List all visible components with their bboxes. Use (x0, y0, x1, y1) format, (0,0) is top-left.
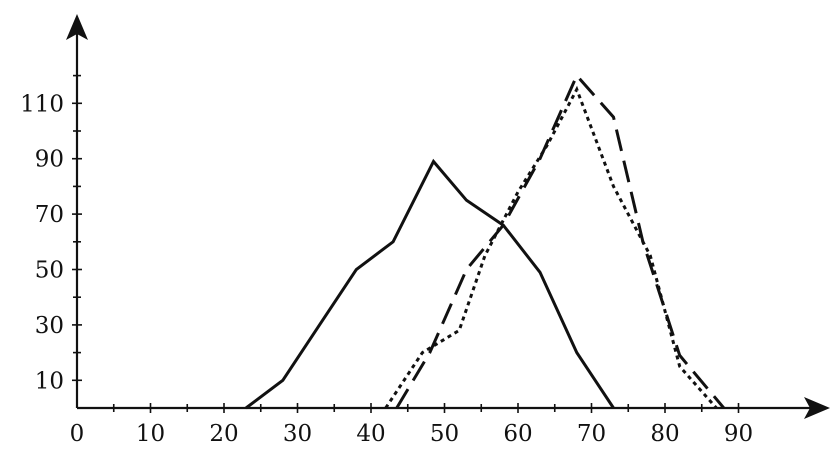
x-tick-label: 10 (136, 421, 165, 447)
tick-labels: 0 10 20 30 40 50 60 70 80 90 10 30 50 70 90 110 (20, 91, 753, 447)
series-line-dashed (395, 72, 725, 409)
y-axis-arrow (66, 14, 88, 40)
x-tick-label: 90 (724, 421, 753, 447)
y-tick-label: 70 (35, 202, 64, 228)
y-tick-label: 10 (35, 368, 64, 394)
y-tick-label: 90 (35, 147, 64, 173)
x-tick-label: 40 (356, 421, 385, 447)
x-tick-label: 80 (650, 421, 679, 447)
x-tick-label: 0 (70, 421, 85, 447)
series-layer (245, 72, 725, 410)
x-axis-arrow (804, 397, 830, 419)
x-tick-label: 30 (283, 421, 312, 447)
y-tick-label: 30 (35, 313, 64, 339)
y-tick-label: 110 (20, 91, 64, 117)
axes (66, 14, 830, 419)
series-line-solid (245, 158, 615, 410)
y-tick-label: 50 (35, 258, 64, 284)
x-tick-label: 20 (209, 421, 238, 447)
x-tick-label: 50 (430, 421, 459, 447)
x-tick-label: 70 (577, 421, 606, 447)
x-tick-label: 60 (503, 421, 532, 447)
series-line-dotted (384, 85, 718, 409)
